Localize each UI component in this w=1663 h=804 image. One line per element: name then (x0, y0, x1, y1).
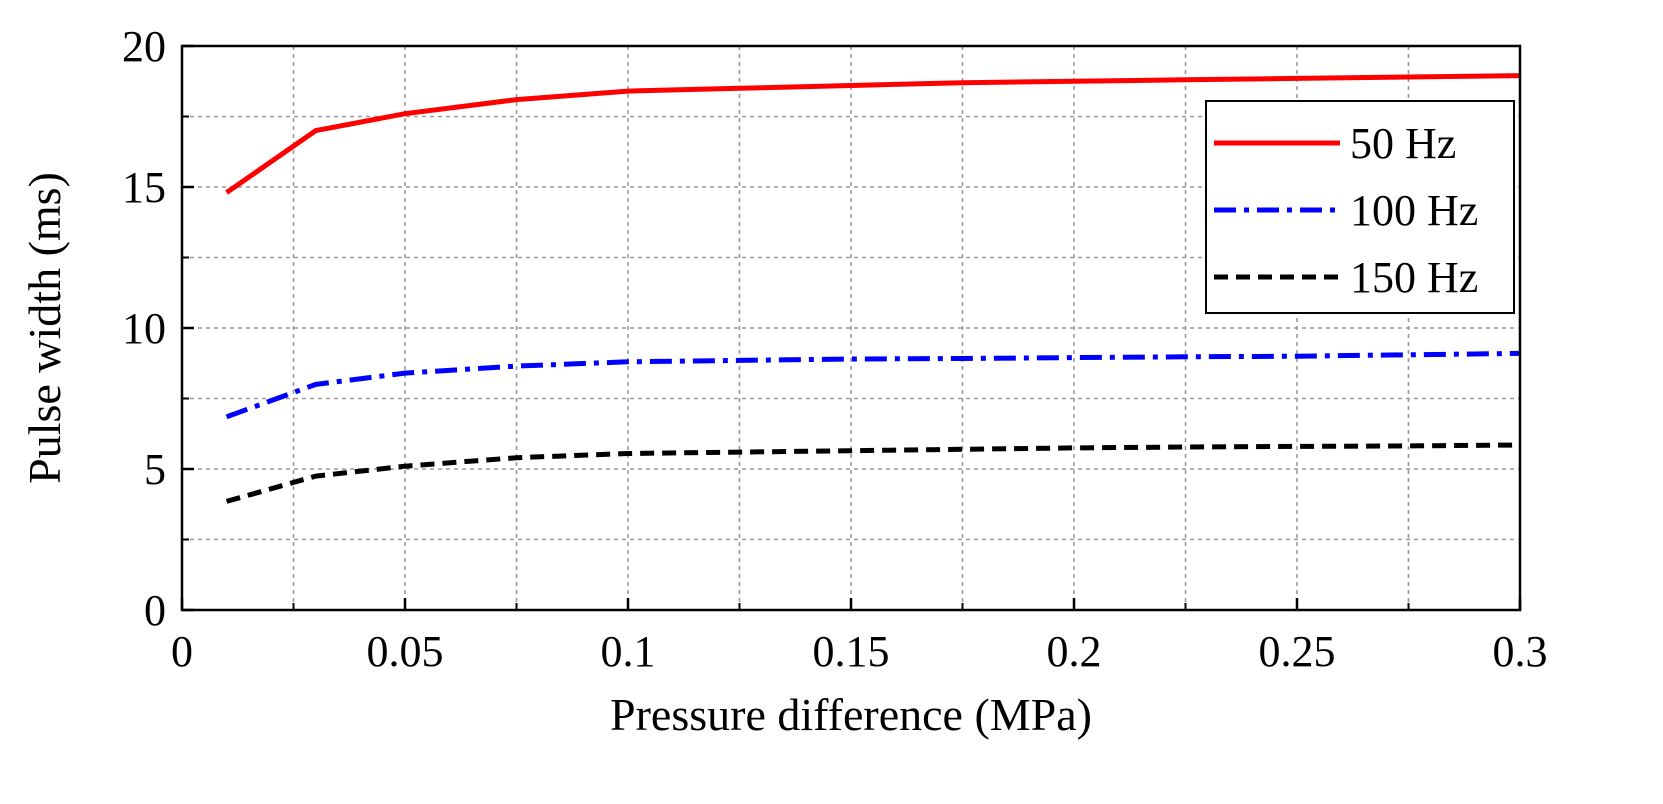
legend-entry-50hz: 50 Hz (1214, 119, 1456, 168)
x-tick-label: 0.1 (601, 627, 656, 676)
y-tick-label: 20 (122, 22, 166, 71)
series-line-150hz (225, 442, 1521, 504)
y-tick-label: 15 (122, 163, 166, 212)
x-tick-label: 0.2 (1047, 627, 1102, 676)
x-axis-ticks: 0 0.05 0.1 0.15 0.2 0.25 0.3 (171, 598, 1548, 676)
legend-box (1205, 100, 1515, 314)
y-tick-label: 10 (122, 304, 166, 353)
y-axis-title: Pulse width (ms) (19, 172, 70, 484)
series-lines (225, 73, 1521, 504)
x-tick-label: 0.05 (367, 627, 444, 676)
x-tick-label: 0.15 (813, 627, 890, 676)
y-tick-label: 0 (144, 586, 166, 635)
x-axis-title: Pressure difference (MPa) (610, 689, 1092, 740)
series-line-100hz (225, 350, 1521, 420)
legend-entry-100hz: 100 Hz (1214, 186, 1478, 235)
x-tick-label: 0 (171, 627, 193, 676)
legend-entry-150hz: 150 Hz (1214, 253, 1478, 302)
series-line-50hz (225, 73, 1521, 195)
legend-label-100hz: 100 Hz (1350, 186, 1478, 235)
legend: 50 Hz 100 Hz 150 Hz (1205, 100, 1515, 314)
legend-label-50hz: 50 Hz (1350, 119, 1456, 168)
y-tick-label: 5 (144, 445, 166, 494)
x-tick-label: 0.3 (1493, 627, 1548, 676)
legend-label-150hz: 150 Hz (1350, 253, 1478, 302)
x-tick-label: 0.25 (1259, 627, 1336, 676)
y-axis-ticks: 0 5 10 15 20 (122, 22, 194, 635)
